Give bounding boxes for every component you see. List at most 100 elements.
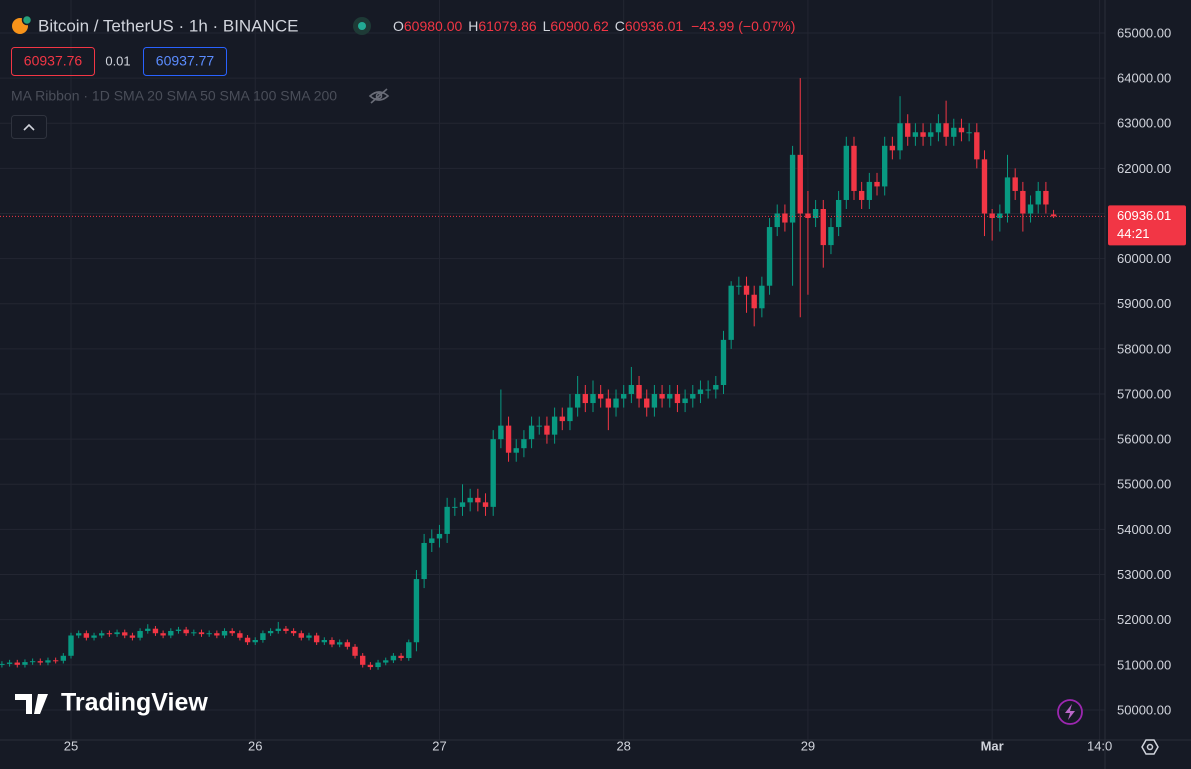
quote-icon [21, 14, 33, 26]
candle-body [183, 629, 189, 634]
candle-body [375, 662, 381, 668]
candle-body [935, 123, 942, 133]
candle-body [743, 285, 750, 295]
candle-body [1020, 190, 1026, 214]
candle-body [582, 394, 589, 404]
candle-body [229, 630, 235, 634]
candle-body [1050, 214, 1057, 217]
watermark-text: TradingView [61, 689, 208, 717]
candle-body [267, 630, 274, 634]
ohlc-legend: O60980.00 H61079.86 L60900.62 C60936.01 … [393, 18, 795, 34]
buy-button[interactable] [143, 47, 227, 76]
candle-body [574, 394, 581, 408]
candle-body [697, 389, 704, 395]
candle-body [644, 398, 650, 408]
candle-body [398, 655, 404, 659]
sell-price[interactable]: 60937.76 [24, 53, 83, 69]
candle-body [812, 208, 819, 219]
candle-body [1012, 177, 1018, 191]
candle-body [843, 145, 849, 200]
indicator-legend[interactable]: MA Ribbon · 1D SMA 20 SMA 50 SMA 100 SMA… [11, 88, 337, 104]
candle-body [237, 633, 243, 638]
candle-body [590, 394, 596, 404]
candle-body [459, 502, 466, 507]
candle-body [1027, 204, 1034, 214]
candle-body [436, 533, 443, 539]
candle-body [797, 154, 803, 214]
candle-body [275, 628, 281, 631]
y-tick-label: 55000.00 [1117, 477, 1171, 492]
candle-body [667, 394, 673, 399]
candle-body [383, 660, 389, 663]
y-tick-label: 62000.00 [1117, 161, 1171, 176]
candle-body [613, 398, 619, 408]
candle-body [475, 497, 481, 503]
candle-body [467, 497, 473, 503]
symbol-header: Bitcoin / TetherUS · 1h · BINANCE O60980… [11, 14, 795, 139]
candle-body [313, 635, 320, 643]
candle-body [705, 389, 711, 391]
candle-body [329, 639, 335, 645]
candle-body [6, 662, 13, 664]
market-status-dot [358, 22, 366, 30]
sell-button[interactable] [11, 47, 95, 76]
candle-body [175, 629, 182, 631]
ohlc-value: 60980.00 [404, 18, 463, 34]
candle-body [191, 632, 197, 634]
y-tick-label: 65000.00 [1117, 25, 1171, 40]
candle-body [490, 439, 496, 507]
candle-body [828, 227, 834, 246]
candle-body [83, 633, 90, 638]
candle-body [690, 394, 696, 399]
candle-body [290, 630, 297, 634]
candle-body [974, 132, 980, 160]
candle-body [429, 538, 435, 543]
candle-body [720, 339, 727, 386]
symbol-title[interactable]: Bitcoin / TetherUS · 1h · BINANCE [38, 16, 298, 35]
last-price-box [1108, 205, 1186, 246]
alert-icon[interactable] [1057, 699, 1083, 725]
candle-body [851, 145, 857, 191]
candle-body [406, 642, 412, 659]
candle-body [60, 655, 67, 661]
candle-body [521, 439, 527, 449]
buy-price[interactable]: 60937.77 [156, 53, 215, 69]
candle-body [29, 661, 36, 663]
candle-body [912, 132, 919, 137]
ohlc-key: O [393, 18, 404, 34]
ohlc-value: 61079.86 [478, 18, 537, 34]
spread: 0.01 [105, 53, 130, 68]
candle-body [536, 425, 542, 427]
candle-body [206, 633, 212, 635]
candle-body [160, 633, 166, 636]
candle-body [528, 425, 535, 440]
candle-body [352, 646, 358, 656]
candle-body [928, 132, 934, 137]
candle-body [782, 213, 788, 223]
ohlc-value: 60936.01 [625, 18, 684, 34]
x-tick-label: 26 [248, 738, 262, 753]
settings-button[interactable] [1141, 739, 1159, 755]
x-tick-label: 25 [64, 738, 78, 753]
candle-body [421, 542, 427, 580]
ohlc-key: H [468, 18, 478, 34]
candle-body [951, 127, 957, 137]
candle-body [283, 628, 289, 631]
time-axis: 25 26 27 28 29 Mar 14:0 [64, 738, 1113, 753]
candle-body [390, 655, 397, 661]
candle-body [244, 637, 251, 643]
candle-body [68, 635, 74, 656]
candle-body [820, 208, 826, 246]
candle-body [713, 385, 719, 390]
candle-body [621, 394, 627, 399]
y-tick-label: 54000.00 [1117, 522, 1171, 537]
y-tick-label: 50000.00 [1117, 702, 1171, 717]
last-price-label: 60936.01 [1117, 208, 1171, 223]
candle-body [559, 416, 565, 422]
hide-indicator-icon[interactable] [368, 88, 390, 104]
candle-body [413, 579, 420, 643]
candle-body [736, 285, 742, 287]
grid [0, 0, 1105, 740]
collapse-button[interactable] [11, 115, 47, 139]
candle-body [997, 213, 1003, 219]
